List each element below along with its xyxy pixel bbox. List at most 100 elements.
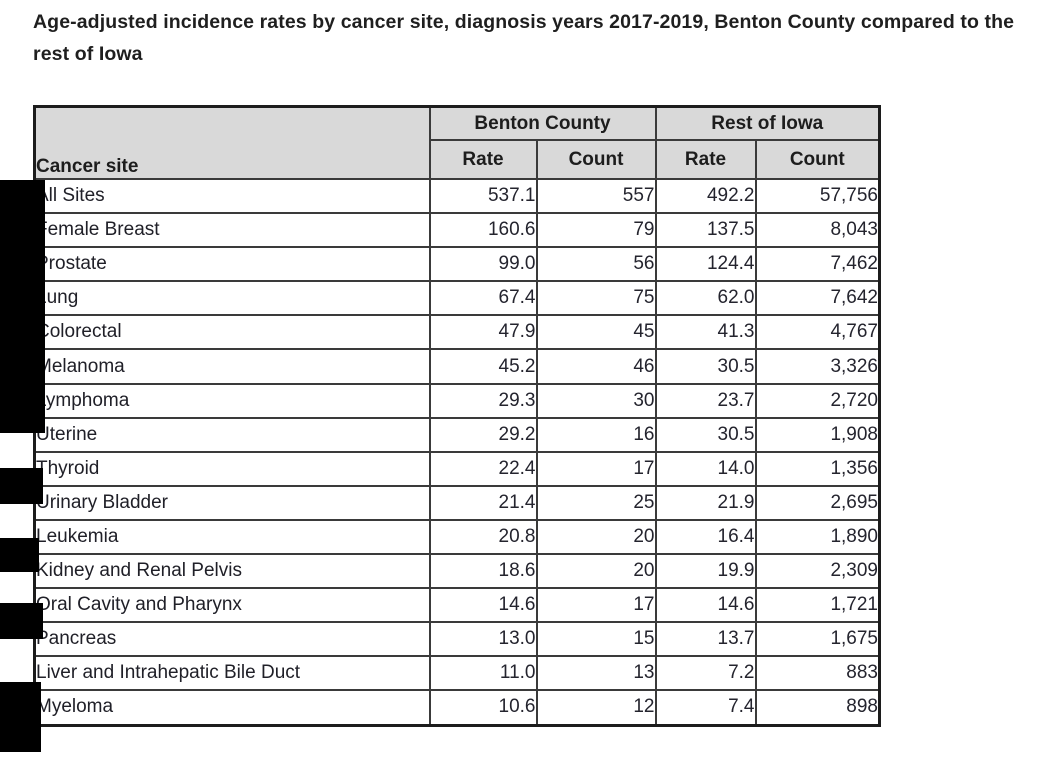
cancer-site-cell: Prostate [33,246,431,283]
benton-count-cell: 13 [535,655,657,692]
page-title: Age-adjusted incidence rates by cancer s… [33,11,1015,65]
rest-rate-cell: 14.0 [654,450,757,487]
sub-header-row: Rate Count Rate Count [35,139,881,180]
rest-rate-cell: 7.4 [654,689,757,726]
rest-rate-cell: 124.4 [654,246,757,283]
rest-count-cell: 898 [754,689,881,726]
rest-count-cell: 1,890 [754,518,881,556]
benton-rate-cell: 160.6 [428,212,538,249]
rest-count-cell: 2,720 [754,382,881,419]
table-row: Liver and Intrahepatic Bile Duct 11.0 13… [33,655,881,692]
benton-count-cell: 30 [535,382,657,419]
rest-rate-cell: 7.2 [654,655,757,692]
table-row: Prostate 99.0 56 124.4 7,462 [33,246,881,283]
benton-count-column-header: Count [535,139,657,180]
benton-count-cell: 17 [535,450,657,487]
benton-rate-cell: 45.2 [428,348,538,385]
benton-count-cell: 15 [535,621,657,658]
benton-rate-cell: 13.0 [428,621,538,658]
table-row: All Sites 537.1 557 492.2 57,756 [33,177,881,215]
benton-count-cell: 79 [535,212,657,249]
benton-rate-cell: 20.8 [428,518,538,556]
rest-rate-cell: 137.5 [654,212,757,249]
cancer-site-cell: Lung [33,280,431,317]
redaction-bar [0,180,45,433]
table-row: Lung 67.4 75 62.0 7,642 [33,280,881,317]
rest-count-cell: 2,309 [754,553,881,590]
cancer-site-cell: Kidney and Renal Pelvis [33,553,431,590]
table-body: All Sites 537.1 557 492.2 57,756 Female … [33,177,881,726]
benton-count-cell: 25 [535,484,657,521]
benton-rate-cell: 14.6 [428,587,538,624]
redaction-bar [0,538,39,572]
rest-count-cell: 3,326 [754,348,881,385]
rest-rate-cell: 41.3 [654,314,757,351]
benton-county-group-header: Benton County [428,105,657,141]
cancer-site-cell: Oral Cavity and Pharynx [33,587,431,624]
table-header: Cancer site Benton County Rest of Iowa R… [33,105,881,180]
table-row: Oral Cavity and Pharynx 14.6 17 14.6 1,7… [33,587,881,624]
benton-rate-cell: 29.2 [428,416,538,453]
benton-count-cell: 557 [535,177,657,215]
rest-count-cell: 8,043 [754,212,881,249]
redaction-bar [0,682,41,752]
benton-count-cell: 45 [535,314,657,351]
rest-count-cell: 1,675 [754,621,881,658]
table-row: Myeloma 10.6 12 7.4 898 [33,689,881,726]
rest-count-cell: 883 [754,655,881,692]
redaction-bar [0,468,43,504]
cancer-site-cell: Leukemia [33,518,431,556]
cancer-site-cell: Pancreas [33,621,431,658]
table-row: Pancreas 13.0 15 13.7 1,675 [33,621,881,658]
cancer-site-cell: Thyroid [33,450,431,487]
table-row: Melanoma 45.2 46 30.5 3,326 [33,348,881,385]
rest-count-cell: 4,767 [754,314,881,351]
rest-count-cell: 2,695 [754,484,881,521]
cancer-site-column-header: Cancer site [33,105,431,180]
benton-count-cell: 16 [535,416,657,453]
benton-count-cell: 12 [535,689,657,726]
rest-count-cell: 1,356 [754,450,881,487]
benton-rate-cell: 22.4 [428,450,538,487]
rest-rate-cell: 16.4 [654,518,757,556]
benton-rate-cell: 11.0 [428,655,538,692]
rest-rate-cell: 30.5 [654,416,757,453]
rest-of-iowa-group-header: Rest of Iowa [654,105,881,141]
cancer-site-cell: All Sites [33,177,431,215]
benton-rate-cell: 47.9 [428,314,538,351]
rest-rate-cell: 13.7 [654,621,757,658]
benton-count-cell: 46 [535,348,657,385]
table-row: Uterine 29.2 16 30.5 1,908 [33,416,881,453]
benton-rate-cell: 29.3 [428,382,538,419]
benton-count-cell: 20 [535,518,657,556]
rest-rate-cell: 19.9 [654,553,757,590]
benton-rate-cell: 21.4 [428,484,538,521]
rest-count-cell: 1,908 [754,416,881,453]
benton-count-cell: 56 [535,246,657,283]
rest-rate-cell: 492.2 [654,177,757,215]
table-row: Thyroid 22.4 17 14.0 1,356 [33,450,881,487]
table-row: Female Breast 160.6 79 137.5 8,043 [33,212,881,249]
table-row: Lymphoma 29.3 30 23.7 2,720 [33,382,881,419]
rest-rate-cell: 14.6 [654,587,757,624]
rest-count-column-header: Count [754,139,881,180]
benton-rate-cell: 67.4 [428,280,538,317]
cancer-site-cell: Myeloma [33,689,431,726]
rest-rate-cell: 30.5 [654,348,757,385]
benton-rate-cell: 537.1 [428,177,538,215]
rest-rate-cell: 23.7 [654,382,757,419]
cancer-site-cell: Lymphoma [33,382,431,419]
rest-rate-cell: 62.0 [654,280,757,317]
benton-rate-cell: 99.0 [428,246,538,283]
cancer-site-cell: Uterine [33,416,431,453]
cancer-site-cell: Melanoma [33,348,431,385]
table-row: Colorectal 47.9 45 41.3 4,767 [33,314,881,351]
table-row: Urinary Bladder 21.4 25 21.9 2,695 [33,484,881,521]
rest-rate-cell: 21.9 [654,484,757,521]
benton-rate-cell: 18.6 [428,553,538,590]
table-row: Kidney and Renal Pelvis 18.6 20 19.9 2,3… [33,553,881,590]
benton-count-cell: 17 [535,587,657,624]
group-header-row: Cancer site Benton County Rest of Iowa [33,105,881,180]
benton-count-cell: 75 [535,280,657,317]
